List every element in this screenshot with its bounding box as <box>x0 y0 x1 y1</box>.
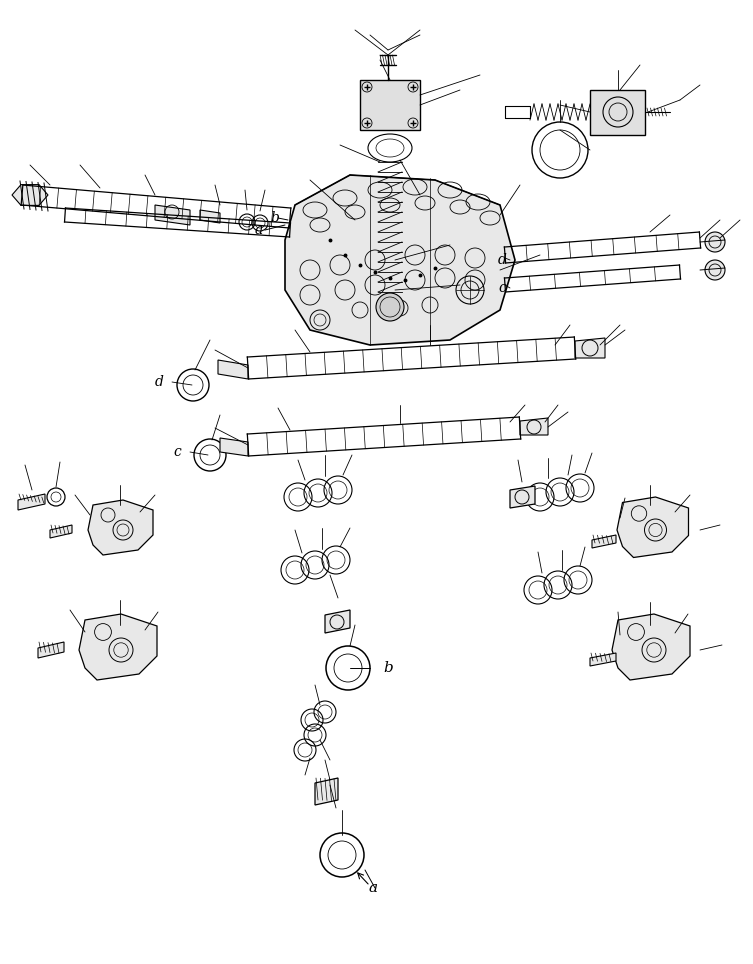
Polygon shape <box>575 338 605 358</box>
Polygon shape <box>155 205 190 225</box>
Polygon shape <box>592 535 616 548</box>
Polygon shape <box>50 525 72 538</box>
Polygon shape <box>18 494 45 510</box>
Polygon shape <box>325 610 350 633</box>
Polygon shape <box>12 185 48 205</box>
Text: a: a <box>255 223 264 237</box>
Polygon shape <box>285 175 515 345</box>
Polygon shape <box>590 90 645 135</box>
Text: c: c <box>173 445 181 459</box>
Polygon shape <box>520 418 548 435</box>
Polygon shape <box>315 778 338 805</box>
Polygon shape <box>617 497 688 557</box>
Text: b: b <box>383 661 393 675</box>
Circle shape <box>376 293 404 321</box>
Polygon shape <box>218 360 248 379</box>
Polygon shape <box>88 500 153 555</box>
Polygon shape <box>38 642 64 658</box>
Text: c: c <box>498 281 506 295</box>
Polygon shape <box>360 80 420 130</box>
Text: a: a <box>368 881 377 895</box>
Text: d: d <box>155 375 164 389</box>
Polygon shape <box>200 210 220 223</box>
Polygon shape <box>590 653 616 666</box>
Text: b: b <box>270 211 279 225</box>
Circle shape <box>705 260 725 280</box>
Text: d: d <box>498 253 507 267</box>
Polygon shape <box>510 486 535 508</box>
Polygon shape <box>220 438 248 456</box>
Polygon shape <box>612 614 690 680</box>
Circle shape <box>705 232 725 252</box>
Polygon shape <box>79 614 157 680</box>
